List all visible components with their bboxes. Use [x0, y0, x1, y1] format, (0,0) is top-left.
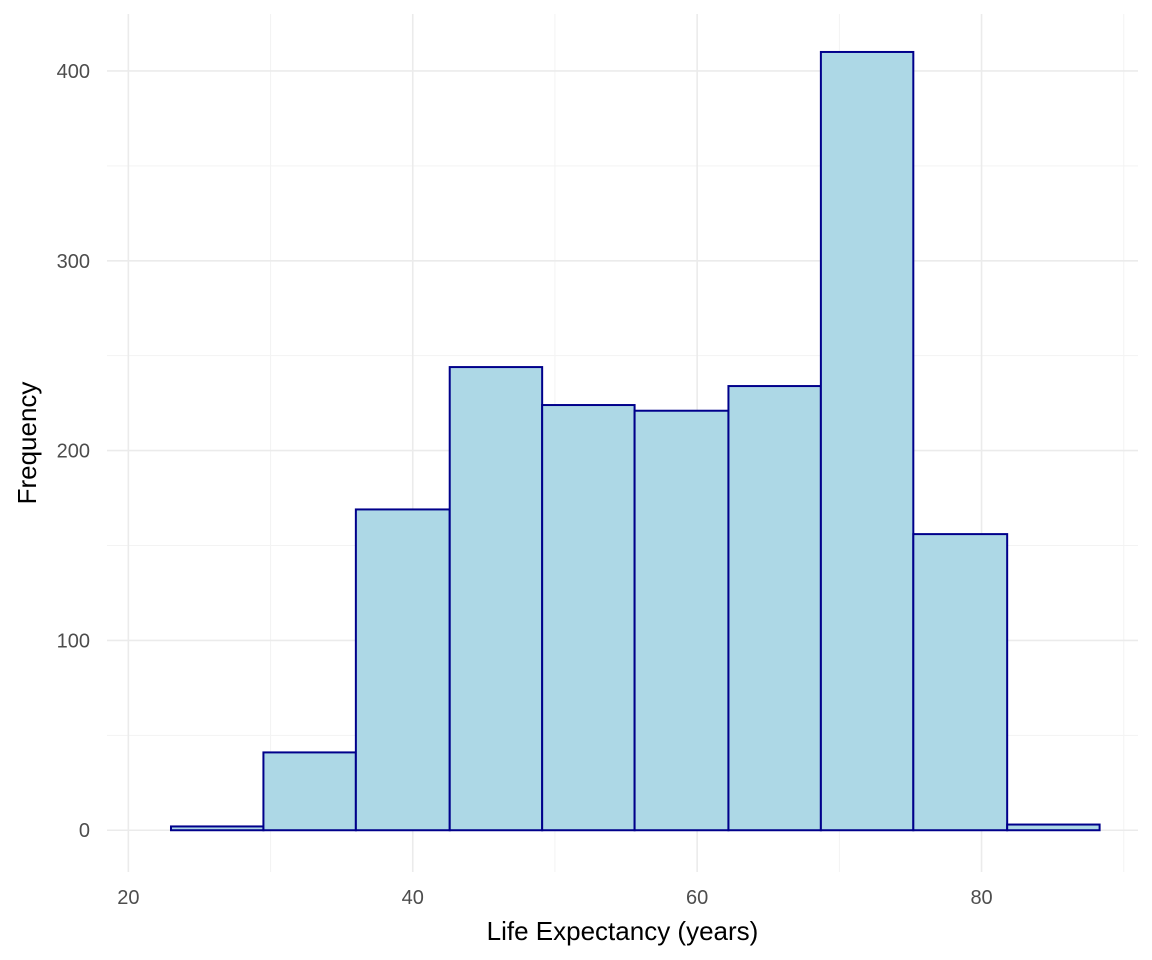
histogram-bar-2 [262, 751, 357, 832]
y-tick-label: 100 [57, 630, 90, 652]
y-axis-title: Frequency [12, 382, 42, 505]
y-tick-label: 300 [57, 251, 90, 273]
x-tick-label: 60 [686, 887, 708, 909]
histogram-bar-10 [1006, 823, 1101, 832]
x-tick-label: 20 [117, 887, 139, 909]
histogram-bar-4 [448, 366, 544, 832]
histogram-bar-9 [912, 533, 1009, 832]
histogram-bars [169, 50, 1101, 832]
histogram-bar-8 [819, 50, 915, 832]
tick-labels: 20 40 60 80 0 100 200 300 400 [57, 61, 993, 909]
histogram-bar-5 [541, 404, 636, 832]
histogram-bar-6 [633, 409, 730, 832]
y-tick-label: 200 [57, 441, 90, 463]
histogram-bar-1 [169, 825, 265, 832]
y-tick-label: 0 [79, 820, 90, 842]
x-tick-label: 80 [970, 887, 992, 909]
y-tick-label: 400 [57, 61, 90, 83]
histogram-bar-7 [727, 385, 822, 832]
x-tick-label: 40 [402, 887, 424, 909]
x-axis-title: Life Expectancy (years) [487, 916, 759, 946]
histogram-bar-3 [354, 508, 451, 832]
